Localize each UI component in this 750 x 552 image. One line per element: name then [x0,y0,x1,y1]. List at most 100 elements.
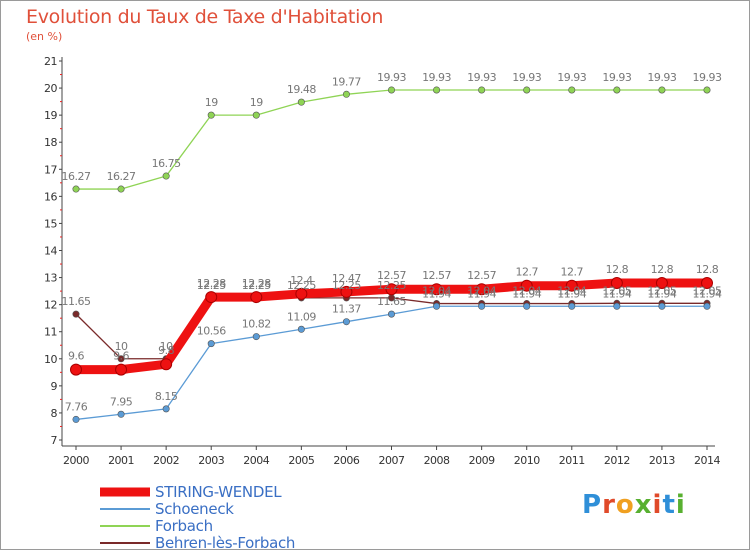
data-label: 12.25 [287,279,316,292]
series-line-2 [76,89,707,190]
data-point [387,86,395,94]
data-point [703,86,711,94]
data-point [433,86,441,94]
data-label: 11.09 [287,310,316,323]
data-label: 12.05 [693,284,722,297]
data-point [207,111,215,119]
data-point [565,279,578,292]
proxiti-logo: Proxiti [582,490,686,520]
data-label: 10 [115,340,128,353]
data-label: 16.27 [62,170,91,183]
data-point [117,410,125,418]
data-point [387,310,395,318]
data-point [297,98,305,106]
data-point [207,340,215,348]
data-point [703,302,711,310]
legend-item-schoeneck: Schoeneck [100,500,340,518]
y-tick-label: 20 [44,82,57,95]
y-tick-label: 17 [44,163,57,176]
data-point [117,185,125,193]
data-point [658,86,666,94]
data-point [613,302,621,310]
data-point [655,276,668,289]
legend-swatch-stiring-wendel [100,487,150,497]
legend-swatch-forbach [100,525,150,527]
logo-letter: t [662,490,676,520]
data-label: 11.94 [467,287,496,300]
data-label: 9.6 [68,350,84,363]
data-label: 19 [205,96,218,109]
data-label: 12.04 [557,285,586,298]
data-point [72,185,80,193]
logo-letter: P [582,490,603,520]
data-label: 19 [250,96,263,109]
data-point [430,283,443,296]
data-point [478,86,486,94]
x-tick-label: 2008 [424,454,450,467]
x-tick-label: 2002 [153,454,179,467]
data-label: 12.25 [197,279,226,292]
data-point [701,276,713,289]
y-tick-label: 10 [44,353,57,366]
data-point [205,291,218,304]
data-point [523,302,531,310]
x-tick-label: 2014 [694,454,720,467]
y-tick-label: 11 [44,326,57,339]
logo-letter: o [615,490,635,520]
data-point [658,302,666,310]
data-label: 12.05 [602,284,631,297]
data-label: 12.25 [242,279,271,292]
x-tick-label: 2011 [559,454,585,467]
chart-title: Evolution du Taux de Taxe d'Habitation [26,6,384,28]
data-label: 12.28 [197,277,226,290]
logo-letter: i [652,490,663,520]
data-label: 12.05 [647,284,676,297]
data-label: 19.93 [647,71,676,84]
data-label: 11.94 [693,287,722,300]
data-label: 11.94 [602,287,631,300]
data-point [160,358,173,371]
data-label: 9.6 [113,350,129,363]
logo-letter: x [634,490,653,520]
legend-swatch-schoeneck [100,508,150,510]
data-label: 12.8 [606,263,629,276]
data-label: 12.04 [512,285,541,298]
data-point [520,279,533,292]
data-point [70,363,82,376]
data-point [613,86,621,94]
data-point [115,363,128,376]
data-label: 19.93 [422,71,451,84]
data-label: 12.57 [377,269,406,282]
data-label: 19.93 [377,71,406,84]
data-point [475,283,488,296]
legend-item-stiring-wendel: STIRING-WENDEL [100,483,340,501]
data-label: 10.82 [242,318,271,331]
legend-label: Behren-lès-Forbach [155,534,296,552]
data-label: 10 [160,340,173,353]
data-point [162,405,170,413]
legend-label: Schoeneck [155,500,234,518]
data-point [297,325,305,333]
x-tick-label: 2005 [288,454,314,467]
data-label: 12.04 [422,285,451,298]
data-point [478,302,486,310]
data-point [295,287,308,300]
y-tick-label: 14 [44,245,57,258]
data-label: 7.95 [110,395,133,408]
data-point [340,285,353,298]
data-label: 12.25 [377,279,406,292]
data-label: 7.76 [65,400,88,413]
data-label: 12.7 [515,266,538,279]
data-point [568,302,576,310]
data-point [385,283,398,296]
data-point [252,333,260,341]
data-label: 12.47 [332,272,361,285]
data-label: 19.48 [287,83,316,96]
y-tick-label: 7 [51,434,58,447]
data-label: 12.4 [290,274,313,287]
data-label: 12.57 [422,269,451,282]
data-label: 16.27 [107,170,136,183]
data-label: 12.57 [467,269,496,282]
y-tick-label: 18 [44,136,57,149]
